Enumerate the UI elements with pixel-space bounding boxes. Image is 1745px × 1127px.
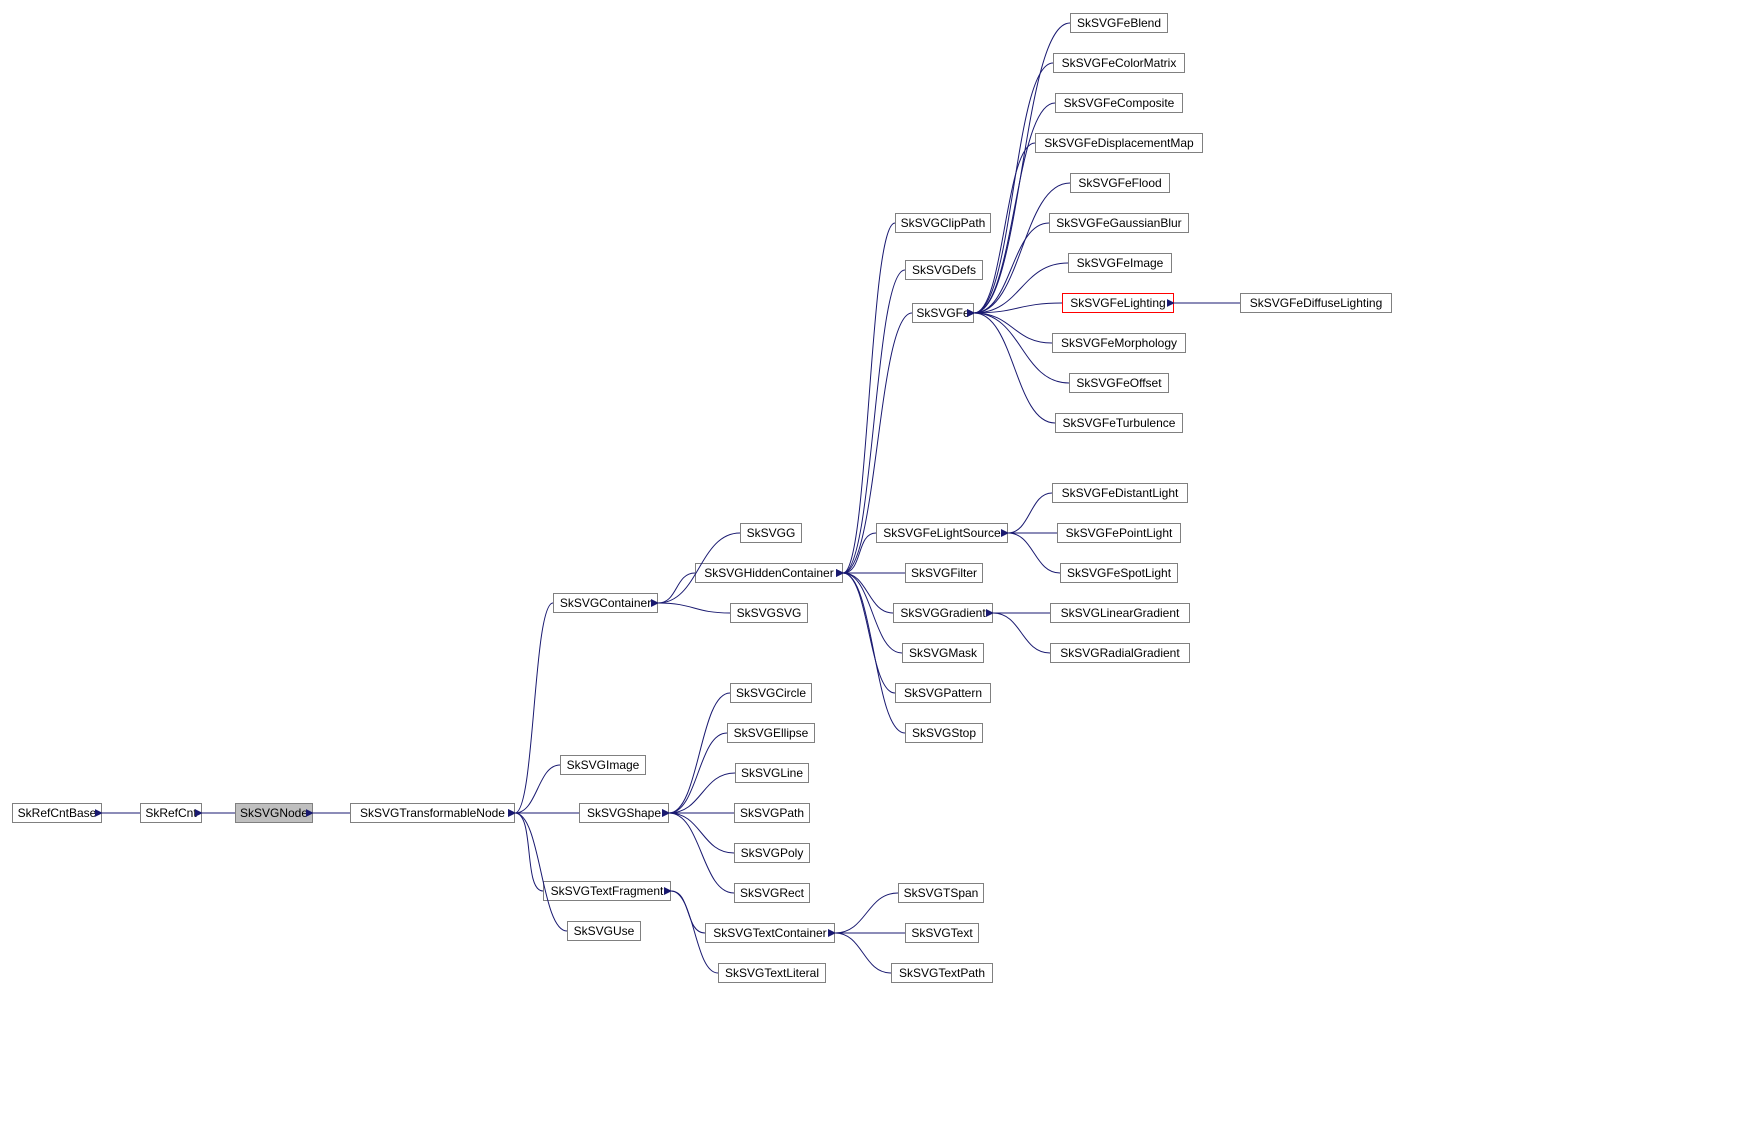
edge-SkSVGCircle-to-SkSVGShape <box>669 693 730 813</box>
class-node-SkSVGFeImage[interactable]: SkSVGFeImage <box>1068 253 1172 273</box>
class-node-SkSVGFeMorphology[interactable]: SkSVGFeMorphology <box>1052 333 1186 353</box>
class-node-SkSVGShape[interactable]: SkSVGShape <box>579 803 669 823</box>
edge-SkSVGContainer-to-SkSVGTransformableNode <box>515 603 553 813</box>
class-node-SkSVGFeDistantLight[interactable]: SkSVGFeDistantLight <box>1052 483 1188 503</box>
class-node-SkSVGTextContainer[interactable]: SkSVGTextContainer <box>705 923 835 943</box>
class-node-SkSVGFeTurbulence[interactable]: SkSVGFeTurbulence <box>1055 413 1183 433</box>
class-node-SkSVGStop[interactable]: SkSVGStop <box>905 723 983 743</box>
class-node-SkSVGSVG[interactable]: SkSVGSVG <box>730 603 808 623</box>
class-node-SkSVGFeDiffuseLighting[interactable]: SkSVGFeDiffuseLighting <box>1240 293 1392 313</box>
class-node-SkSVGText[interactable]: SkSVGText <box>905 923 979 943</box>
edge-SkSVGPattern-to-SkSVGHiddenContainer <box>843 573 895 693</box>
edge-SkSVGTSpan-to-SkSVGTextContainer <box>835 893 898 933</box>
edge-SkSVGRect-to-SkSVGShape <box>669 813 734 893</box>
class-node-SkSVGFilter[interactable]: SkSVGFilter <box>905 563 983 583</box>
class-node-SkSVGPattern[interactable]: SkSVGPattern <box>895 683 991 703</box>
class-node-SkSVGImage[interactable]: SkSVGImage <box>560 755 646 775</box>
class-node-SkSVGFeGaussianBlur[interactable]: SkSVGFeGaussianBlur <box>1049 213 1189 233</box>
class-node-SkSVGRadialGradient[interactable]: SkSVGRadialGradient <box>1050 643 1190 663</box>
class-node-SkSVGTextFragment[interactable]: SkSVGTextFragment <box>543 881 671 901</box>
class-node-SkSVGGradient[interactable]: SkSVGGradient <box>893 603 993 623</box>
class-node-SkSVGContainer[interactable]: SkSVGContainer <box>553 593 658 613</box>
class-node-SkSVGFeComposite[interactable]: SkSVGFeComposite <box>1055 93 1183 113</box>
edge-SkSVGFeTurbulence-to-SkSVGFe <box>974 313 1055 423</box>
edge-SkSVGFeLightSource-to-SkSVGHiddenContainer <box>843 533 876 573</box>
class-node-SkSVGLine[interactable]: SkSVGLine <box>735 763 809 783</box>
edge-SkSVGUse-to-SkSVGTransformableNode <box>515 813 567 931</box>
class-node-SkSVGClipPath[interactable]: SkSVGClipPath <box>895 213 991 233</box>
class-node-SkSVGLinearGradient[interactable]: SkSVGLinearGradient <box>1050 603 1190 623</box>
class-node-SkSVGRect[interactable]: SkSVGRect <box>734 883 810 903</box>
class-node-SkSVGG[interactable]: SkSVGG <box>740 523 802 543</box>
class-node-SkSVGMask[interactable]: SkSVGMask <box>902 643 984 663</box>
edge-SkSVGFeColorMatrix-to-SkSVGFe <box>974 63 1053 313</box>
class-node-SkSVGTransformableNode[interactable]: SkSVGTransformableNode <box>350 803 515 823</box>
class-node-SkSVGFeBlend[interactable]: SkSVGFeBlend <box>1070 13 1168 33</box>
edge-SkSVGFeImage-to-SkSVGFe <box>974 263 1068 313</box>
edge-SkSVGSVG-to-SkSVGContainer <box>658 603 730 613</box>
class-node-SkSVGTextLiteral[interactable]: SkSVGTextLiteral <box>718 963 826 983</box>
edge-SkSVGGradient-to-SkSVGHiddenContainer <box>843 573 893 613</box>
class-node-SkSVGDefs[interactable]: SkSVGDefs <box>905 260 983 280</box>
edge-SkSVGStop-to-SkSVGHiddenContainer <box>843 573 905 733</box>
class-node-SkRefCntBase[interactable]: SkRefCntBase <box>12 803 102 823</box>
class-node-SkRefCnt[interactable]: SkRefCnt <box>140 803 202 823</box>
class-node-SkSVGFeLightSource[interactable]: SkSVGFeLightSource <box>876 523 1008 543</box>
class-node-SkSVGFeOffset[interactable]: SkSVGFeOffset <box>1069 373 1169 393</box>
class-node-SkSVGFeColorMatrix[interactable]: SkSVGFeColorMatrix <box>1053 53 1185 73</box>
class-node-SkSVGFeSpotLight[interactable]: SkSVGFeSpotLight <box>1060 563 1178 583</box>
edge-SkSVGLine-to-SkSVGShape <box>669 773 735 813</box>
class-node-SkSVGFeLighting[interactable]: SkSVGFeLighting <box>1062 293 1174 313</box>
class-hierarchy-diagram: SkRefCntBase SkRefCnt SkSVGNode SkSVGTransf… <box>0 0 1745 1127</box>
edge-SkSVGTextContainer-to-SkSVGTextFragment <box>671 891 705 933</box>
edge-SkSVGFeSpotLight-to-SkSVGFeLightSource <box>1008 533 1060 573</box>
edges-layer <box>0 0 1745 1127</box>
edge-SkSVGFeGaussianBlur-to-SkSVGFe <box>974 223 1049 313</box>
class-node-SkSVGFeDisplacementMap[interactable]: SkSVGFeDisplacementMap <box>1035 133 1203 153</box>
class-node-SkSVGPoly[interactable]: SkSVGPoly <box>734 843 810 863</box>
class-node-SkSVGNode[interactable]: SkSVGNode <box>235 803 313 823</box>
edge-SkSVGClipPath-to-SkSVGHiddenContainer <box>843 223 895 573</box>
edge-SkSVGImage-to-SkSVGTransformableNode <box>515 765 560 813</box>
edge-SkSVGEllipse-to-SkSVGShape <box>669 733 727 813</box>
class-node-SkSVGHiddenContainer[interactable]: SkSVGHiddenContainer <box>695 563 843 583</box>
class-node-SkSVGUse[interactable]: SkSVGUse <box>567 921 641 941</box>
class-node-SkSVGFePointLight[interactable]: SkSVGFePointLight <box>1057 523 1181 543</box>
edge-SkSVGPoly-to-SkSVGShape <box>669 813 734 853</box>
class-node-SkSVGTextPath[interactable]: SkSVGTextPath <box>891 963 993 983</box>
class-node-SkSVGPath[interactable]: SkSVGPath <box>734 803 810 823</box>
edge-SkSVGRadialGradient-to-SkSVGGradient <box>993 613 1050 653</box>
class-node-SkSVGFe[interactable]: SkSVGFe <box>912 303 974 323</box>
class-node-SkSVGCircle[interactable]: SkSVGCircle <box>730 683 812 703</box>
edge-SkSVGTextFragment-to-SkSVGTransformableNode <box>515 813 543 891</box>
class-node-SkSVGTSpan[interactable]: SkSVGTSpan <box>898 883 984 903</box>
class-node-SkSVGEllipse[interactable]: SkSVGEllipse <box>727 723 815 743</box>
edge-SkSVGFeMorphology-to-SkSVGFe <box>974 313 1052 343</box>
edge-SkSVGHiddenContainer-to-SkSVGContainer <box>658 573 695 603</box>
edge-SkSVGTextPath-to-SkSVGTextContainer <box>835 933 891 973</box>
class-node-SkSVGFeFlood[interactable]: SkSVGFeFlood <box>1070 173 1170 193</box>
edge-SkSVGFeFlood-to-SkSVGFe <box>974 183 1070 313</box>
edge-SkSVGFeDistantLight-to-SkSVGFeLightSource <box>1008 493 1052 533</box>
edge-SkSVGFeLighting-to-SkSVGFe <box>974 303 1062 313</box>
